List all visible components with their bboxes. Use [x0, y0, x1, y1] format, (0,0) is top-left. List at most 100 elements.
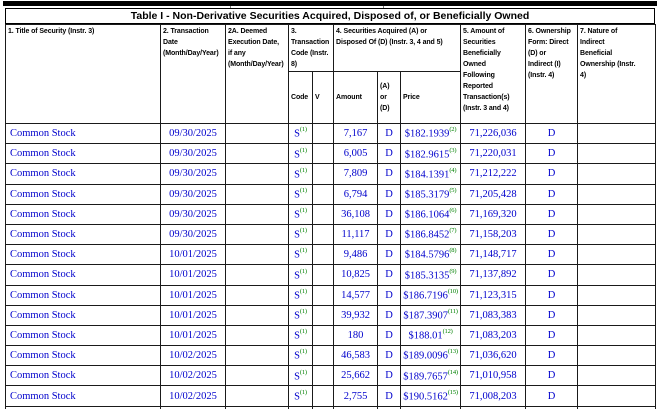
footnote-ref: (2) — [449, 126, 457, 134]
table-row: Common Stock 09/30/2025 S(1) 36,108 D $186.10… — [5, 203, 657, 225]
partial-cell — [311, 405, 335, 409]
transaction-date-cell: 09/30/2025 — [160, 223, 226, 246]
v-cell — [311, 304, 335, 326]
v-cell — [311, 244, 335, 266]
transaction-code-cell: S(1) — [288, 324, 313, 347]
transaction-date-cell: 10/02/2025 — [160, 345, 226, 367]
indirect-nature-cell — [577, 244, 657, 266]
v-cell — [311, 385, 335, 407]
v-cell — [311, 223, 335, 246]
table-row: Common Stock 10/02/2025 S(1) 2,755 D $190.516… — [5, 385, 657, 407]
footnote-ref: (13) — [447, 348, 458, 356]
footnote-ref: (12) — [442, 328, 453, 336]
acquired-disposed-cell: D — [377, 203, 402, 225]
footnote-ref: (1) — [299, 166, 307, 174]
previous-table-bottom-border — [3, 1, 657, 6]
deemed-execution-date-cell — [225, 324, 289, 347]
security-cell: Common Stock — [5, 183, 161, 205]
footnote-ref: (1) — [299, 227, 307, 235]
acquired-disposed-cell: D — [377, 122, 402, 145]
footnote-ref: (1) — [299, 348, 307, 356]
transaction-code-cell: S(1) — [288, 244, 313, 266]
indirect-nature-cell — [577, 284, 657, 306]
v-cell — [311, 163, 335, 185]
table-header: 1. Title of Security (Instr. 3) 2. Trans… — [5, 24, 657, 124]
transaction-code-cell: S(1) — [288, 223, 313, 246]
transaction-code-cell: S(1) — [288, 203, 313, 225]
table-row: Common Stock 09/30/2025 S(1) 6,005 D $182.961… — [5, 143, 657, 165]
security-cell: Common Stock — [5, 324, 161, 347]
amount-cell: 6,794 — [333, 183, 379, 205]
price-cell: $186.7196(10) — [400, 284, 462, 306]
ownership-form-cell: D — [525, 304, 579, 326]
v-cell — [311, 324, 335, 347]
transaction-code-cell: S(1) — [288, 385, 313, 407]
indirect-nature-cell — [577, 304, 657, 326]
acquired-disposed-cell: D — [377, 264, 402, 286]
owned-following-cell: 71,036,620 — [460, 345, 527, 367]
acquired-disposed-cell: D — [377, 324, 402, 347]
transaction-date-cell: 10/02/2025 — [160, 385, 226, 407]
transaction-code-cell: S(1) — [288, 345, 313, 367]
footnote-ref: (14) — [447, 368, 458, 376]
indirect-nature-cell — [577, 345, 657, 367]
table-row: Common Stock 09/30/2025 S(1) 11,117 D $186.84… — [5, 223, 657, 246]
transaction-date-cell: 10/01/2025 — [160, 324, 226, 347]
v-cell — [311, 365, 335, 387]
footnote-ref: (1) — [299, 388, 307, 396]
non-derivative-table: 1. Title of Security (Instr. 3) 2. Trans… — [5, 24, 657, 409]
acquired-disposed-cell: D — [377, 365, 402, 387]
ownership-form-cell: D — [525, 385, 579, 407]
previous-table-column-tick — [383, 6, 384, 9]
footnote-ref: (1) — [299, 328, 307, 336]
owned-following-cell: 71,083,383 — [460, 304, 527, 326]
footnote-ref: (1) — [299, 308, 307, 316]
security-cell: Common Stock — [5, 223, 161, 246]
ownership-form-cell: D — [525, 244, 579, 266]
ownership-form-cell: D — [525, 345, 579, 367]
security-cell: Common Stock — [5, 284, 161, 306]
v-cell — [311, 284, 335, 306]
price-cell: $186.8452(7) — [400, 223, 462, 246]
security-cell: Common Stock — [5, 385, 161, 407]
amount-cell: 7,167 — [333, 122, 379, 145]
security-cell: Common Stock — [5, 244, 161, 266]
indirect-nature-cell — [577, 203, 657, 225]
deemed-execution-date-cell — [225, 163, 289, 185]
header-transaction-date: 2. Transaction Date (Month/Day/Year) — [160, 24, 226, 124]
previous-table-column-tick — [230, 6, 231, 9]
acquired-disposed-cell: D — [377, 385, 402, 407]
header-title-of-security: 1. Title of Security (Instr. 3) — [5, 24, 161, 124]
footnote-ref: (7) — [449, 227, 457, 235]
footnote-ref: (1) — [299, 146, 307, 154]
footnote-ref: (8) — [449, 247, 457, 255]
ownership-form-cell: D — [525, 223, 579, 246]
ownership-form-cell: D — [525, 264, 579, 286]
transaction-date-cell: 10/01/2025 — [160, 264, 226, 286]
owned-following-cell: 71,226,036 — [460, 122, 527, 145]
owned-following-cell: 71,212,222 — [460, 163, 527, 185]
ownership-form-cell: D — [525, 203, 579, 225]
acquired-disposed-cell: D — [377, 244, 402, 266]
amount-cell: 7,809 — [333, 163, 379, 185]
header-amount-owned-following: 5. Amount of Securities Beneficially Own… — [460, 24, 527, 124]
security-cell: Common Stock — [5, 203, 161, 225]
footnote-ref: (1) — [299, 126, 307, 134]
transaction-code-cell: S(1) — [288, 122, 313, 145]
deemed-execution-date-cell — [225, 264, 289, 286]
owned-following-cell: 71,008,203 — [460, 385, 527, 407]
deemed-execution-date-cell — [225, 143, 289, 165]
transaction-date-cell: 10/02/2025 — [160, 365, 226, 387]
indirect-nature-cell — [577, 324, 657, 347]
footnote-ref: (1) — [299, 368, 307, 376]
security-cell: Common Stock — [5, 264, 161, 286]
ownership-form-cell: D — [525, 365, 579, 387]
footnote-ref: (5) — [449, 186, 457, 194]
table-row: Common Stock 10/01/2025 S(1) 39,932 D $187.39… — [5, 304, 657, 326]
footnote-ref: (9) — [449, 267, 457, 275]
owned-following-cell: 71,169,320 — [460, 203, 527, 225]
partial-cell — [400, 405, 462, 409]
transaction-date-cell: 09/30/2025 — [160, 122, 226, 145]
amount-cell: 6,005 — [333, 143, 379, 165]
